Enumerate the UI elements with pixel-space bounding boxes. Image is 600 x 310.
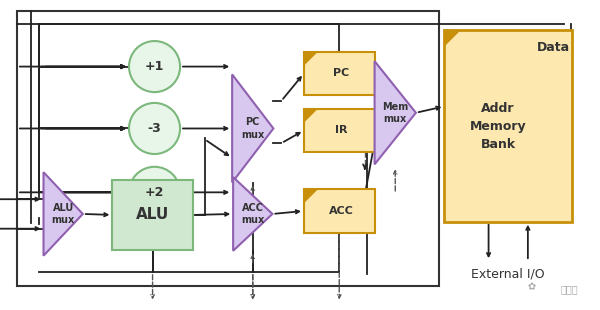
Text: 量子位: 量子位 [560, 285, 578, 294]
Text: PC: PC [333, 69, 349, 78]
Text: PC
mux: PC mux [241, 117, 265, 140]
Polygon shape [233, 177, 272, 251]
Polygon shape [304, 52, 317, 65]
Text: +1: +1 [145, 60, 164, 73]
Text: ACC: ACC [329, 206, 353, 216]
Circle shape [129, 41, 180, 92]
Bar [304, 52, 374, 95]
Text: IR: IR [335, 126, 347, 135]
Circle shape [129, 167, 180, 218]
Bar [304, 189, 374, 232]
Text: -3: -3 [148, 122, 161, 135]
Polygon shape [304, 109, 317, 122]
Text: ALU: ALU [136, 207, 169, 223]
Polygon shape [445, 30, 460, 46]
Text: Data: Data [537, 42, 570, 55]
Bar [304, 109, 374, 152]
Text: External I/O: External I/O [472, 268, 545, 280]
Polygon shape [232, 74, 274, 183]
Text: Mem
mux: Mem mux [382, 102, 409, 124]
Circle shape [129, 103, 180, 154]
Text: ACC
mux: ACC mux [241, 203, 265, 225]
Polygon shape [374, 61, 416, 164]
Bar [445, 30, 572, 222]
Text: Addr
Memory
Bank: Addr Memory Bank [470, 101, 526, 151]
Polygon shape [304, 189, 317, 202]
Bar [112, 179, 193, 250]
Bar [17, 11, 439, 286]
Polygon shape [44, 172, 83, 256]
Text: +2: +2 [145, 186, 164, 199]
Text: ✿: ✿ [528, 283, 536, 293]
Text: ALU
mux: ALU mux [52, 203, 75, 225]
